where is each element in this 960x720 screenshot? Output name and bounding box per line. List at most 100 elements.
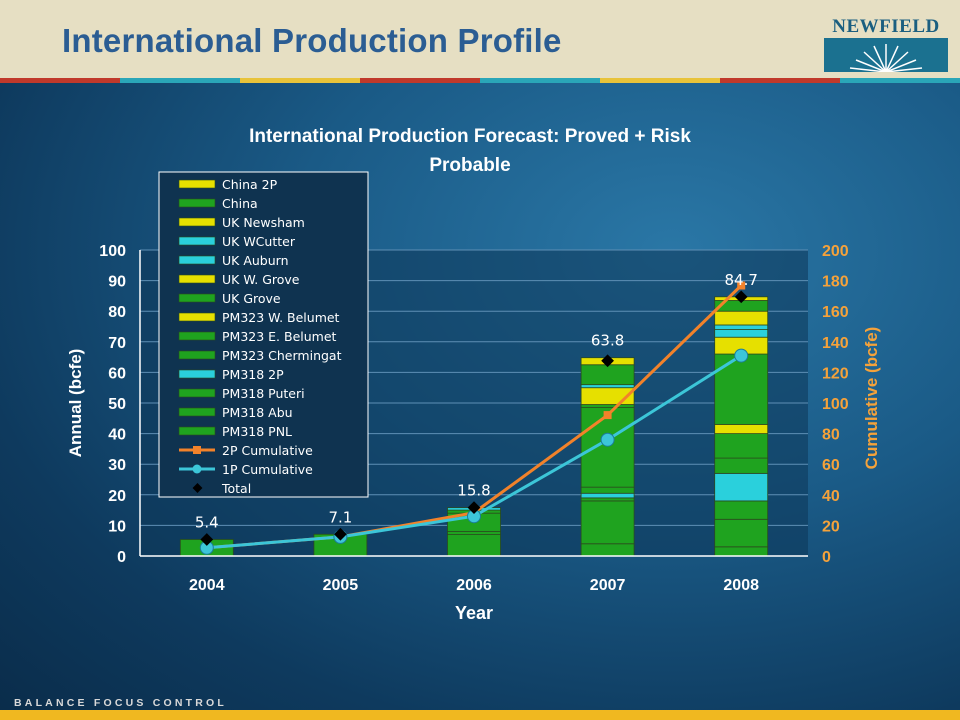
footer-bar (0, 710, 960, 720)
y2-tick-label: 0 (822, 549, 831, 566)
y-tick-label: 70 (108, 335, 126, 352)
legend-swatch (178, 217, 216, 227)
y2-tick-label: 60 (822, 457, 840, 474)
data-label: 84.7 (724, 271, 757, 289)
bar-segment (447, 534, 501, 557)
legend-label: PM318 PNL (222, 424, 292, 439)
bar-segment (714, 518, 769, 548)
legend-label: UK WCutter (222, 234, 296, 249)
legend-label: PM323 W. Belumet (222, 310, 340, 325)
chart-title-line-1: International Production Forecast: Prove… (249, 126, 691, 147)
legend-label: China (222, 196, 258, 211)
axes: 0 10 20 30 40 50 60 70 80 90 100 0 20 40 60 80 100 120 140… (66, 243, 881, 623)
data-label: 15.8 (457, 482, 490, 500)
bar-segment (714, 546, 769, 557)
x-tick-label: 2004 (189, 577, 225, 594)
x-tick-label: 2008 (723, 577, 759, 594)
bar-segment (447, 531, 501, 535)
bar-segment (714, 500, 769, 520)
legend-swatch (178, 407, 216, 417)
y2-tick-label: 180 (822, 274, 849, 291)
y2-tick-label: 20 (822, 518, 840, 535)
bar-segment (714, 310, 769, 326)
legend-swatch (178, 312, 216, 322)
y-tick-label: 30 (108, 457, 126, 474)
bar-segment (580, 497, 635, 502)
legend-label: PM323 E. Belumet (222, 329, 337, 344)
y-tick-label: 50 (108, 396, 126, 413)
legend-swatch (178, 179, 216, 189)
legend-marker (192, 464, 202, 474)
bar-segment (714, 324, 769, 330)
chart-legend: China 2P China UK Newsham UK WCutter UK Aubu… (158, 171, 369, 498)
x-tick-label: 2006 (456, 577, 492, 594)
y-tick-label: 0 (117, 549, 126, 566)
legend-swatch (178, 274, 216, 284)
chart-title-line-2: Probable (429, 155, 510, 176)
legend-label: 2P Cumulative (222, 443, 313, 458)
bar-segment (580, 364, 635, 386)
legend-label: UK W. Grove (222, 272, 300, 287)
legend-swatch (178, 198, 216, 208)
y-tick-label: 60 (108, 365, 126, 382)
legend-label: PM323 Chermingat (222, 348, 342, 363)
y-tick-label: 100 (99, 243, 126, 260)
y2-tick-label: 200 (822, 243, 849, 260)
y2-axis-label: Cumulative (bcfe) (862, 327, 881, 470)
bar-segment (714, 472, 769, 502)
bar-segment (714, 329, 769, 338)
legend-label: China 2P (222, 177, 278, 192)
legend-swatch (178, 350, 216, 360)
x-tick-label: 2007 (590, 577, 626, 594)
series-point (734, 348, 749, 363)
y-axis-label: Annual (bcfe) (66, 349, 85, 458)
legend-swatch (178, 388, 216, 398)
y-tick-label: 90 (108, 274, 126, 291)
newfield-logo: NEWFIELD (822, 16, 950, 72)
legend-label: PM318 2P (222, 367, 284, 382)
footer-tagline: BALANCE FOCUS CONTROL (14, 697, 228, 709)
x-tick-label: 2005 (323, 577, 359, 594)
bar-segment (580, 500, 635, 545)
bar-segment (580, 404, 635, 408)
y2-tick-label: 80 (822, 427, 840, 444)
legend-label: 1P Cumulative (222, 462, 313, 477)
sunrise-logo-icon (824, 38, 948, 72)
legend-marker (192, 483, 203, 493)
legend-swatch (178, 236, 216, 246)
y-tick-label: 40 (108, 427, 126, 444)
bar-segment (580, 543, 635, 557)
bar-segment (714, 457, 769, 474)
legend-marker (193, 446, 201, 454)
bar-segment (580, 486, 635, 494)
series-point (737, 281, 746, 290)
header-stripe (0, 78, 960, 83)
series-point (600, 432, 615, 447)
legend-swatch (178, 426, 216, 436)
legend-label: PM318 Puteri (222, 386, 305, 401)
legend-swatch (178, 293, 216, 303)
total-point (467, 501, 481, 515)
legend-swatch (178, 369, 216, 379)
legend-label: UK Auburn (222, 253, 289, 268)
legend-label: Total (221, 481, 251, 496)
bar-segment (580, 384, 635, 389)
data-labels: 5.4 7.1 15.8 63.8 84.7 (195, 271, 758, 532)
data-label: 5.4 (195, 513, 219, 531)
logo-text: NEWFIELD (832, 16, 940, 37)
x-axis-label: Year (455, 603, 493, 623)
bar-segment (714, 353, 769, 425)
y-tick-label: 80 (108, 304, 126, 321)
legend-swatch (178, 331, 216, 341)
y-tick-label: 10 (108, 518, 126, 535)
legend-label: UK Grove (222, 291, 281, 306)
bar-segment (580, 407, 635, 488)
data-label: 7.1 (328, 508, 352, 526)
y2-tick-label: 120 (822, 365, 849, 382)
legend-swatch (178, 255, 216, 265)
y2-tick-label: 40 (822, 488, 840, 505)
page-title: International Production Profile (62, 22, 562, 59)
bar-segment (714, 433, 769, 459)
bar-segment (714, 424, 769, 435)
